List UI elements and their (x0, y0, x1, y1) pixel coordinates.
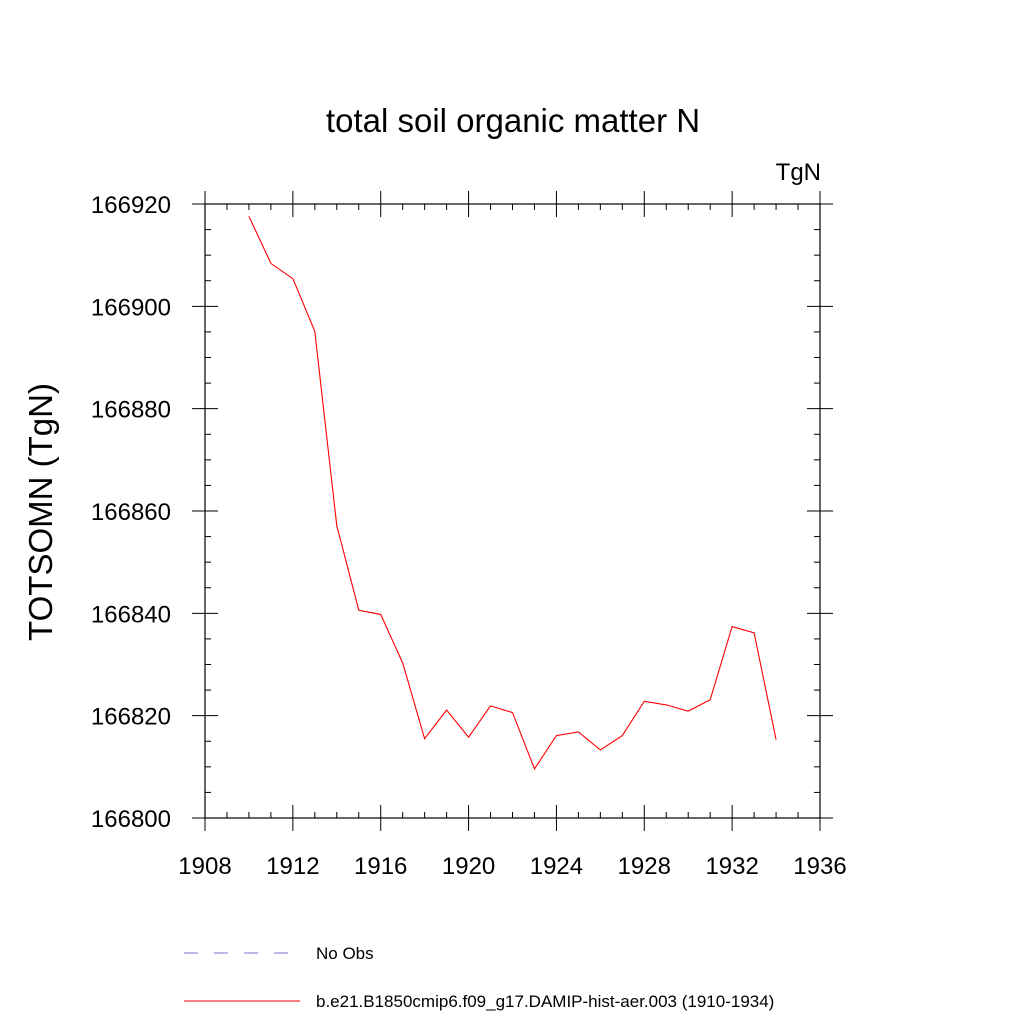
y-tick-label: 166880 (91, 397, 171, 424)
x-tick-label: 1912 (266, 853, 319, 880)
y-tick-label: 166920 (91, 192, 171, 219)
y-tick-labels: 166800 166820 166840 166860 166880 166900 1669… (91, 192, 171, 833)
x-tick-label: 1932 (705, 853, 758, 880)
x-tick-label: 1920 (442, 853, 495, 880)
legend-label: b.e21.B1850cmip6.f09_g17.DAMIP-hist-aer.… (316, 992, 774, 1011)
plot-frame (204, 203, 821, 819)
series-line (248, 216, 777, 771)
series-group (248, 216, 777, 771)
axis-ticks (192, 191, 833, 831)
y-tick-label: 166820 (91, 704, 171, 731)
y-tick-label: 166840 (91, 601, 171, 628)
y-tick-label: 166800 (91, 806, 171, 833)
y-axis-label: TOTSOMN (TgN) (22, 383, 59, 641)
units-label: TgN (776, 159, 821, 186)
x-tick-label: 1916 (354, 853, 407, 880)
legend-label: No Obs (316, 944, 374, 963)
chart-title: total soil organic matter N (326, 102, 700, 139)
y-tick-label: 166860 (91, 499, 171, 526)
x-tick-labels: 1908 1912 1916 1920 1924 1928 1932 1936 (178, 853, 846, 880)
x-tick-label: 1936 (793, 853, 846, 880)
y-tick-label: 166900 (91, 294, 171, 321)
x-tick-label: 1908 (178, 853, 231, 880)
legend: No Obs b.e21.B1850cmip6.f09_g17.DAMIP-his… (184, 944, 774, 1011)
x-tick-label: 1924 (530, 853, 583, 880)
x-tick-label: 1928 (618, 853, 671, 880)
